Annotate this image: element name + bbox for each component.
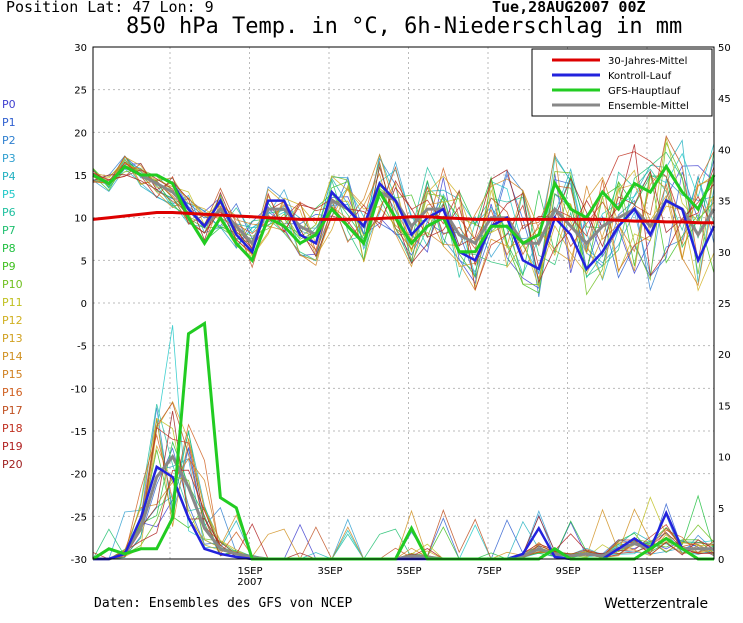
x-tick-label: 7SEP [476,566,501,577]
y-left-tick-label: -10 [71,384,87,395]
y-left-tick-label: -25 [71,512,87,523]
chart-title: 850 hPa Temp. in °C, 6h-Niederschlag in … [126,14,683,39]
y-right-tick-label: 20 [718,350,731,361]
legend: 30-Jahres-Mittel Kontroll-Lauf GFS-Hauptla… [531,48,713,117]
y-left-tick-label: -30 [71,555,87,566]
y-right-tick-label: 30 [718,248,731,259]
member-label-p1: P1 [2,116,16,129]
member-label-p14: P14 [2,350,23,363]
member-precip-line [93,458,715,560]
x-tick-label: 9SEP [555,566,580,577]
member-label-p4: P4 [2,170,16,183]
y-right-tick-label: 10 [718,453,731,464]
x-tick-sublabel: 2007 [237,577,262,588]
member-label-p8: P8 [2,242,16,255]
y-right-tick-label: 15 [718,401,731,412]
member-label-p19: P19 [2,440,23,453]
member-temp-line [92,144,715,284]
chart-grid [93,47,714,559]
x-tick-label: 5SEP [396,566,421,577]
y-left-tick-label: 10 [74,214,87,225]
y-right-tick-label: 45 [718,94,731,105]
run-date: Tue,28AUG2007 00Z [492,0,646,16]
member-label-p3: P3 [2,152,16,165]
member-precip-line [93,417,715,560]
member-label-p18: P18 [2,422,23,435]
y-right-tick-label: 25 [718,299,731,310]
member-temp-line [92,151,715,272]
member-temp-line [92,155,715,280]
y-right-tick-label: 0 [718,555,724,566]
y-left-tick-label: 20 [74,128,87,139]
climatology-temp-line [92,211,714,225]
member-precip-line [93,418,715,560]
member-label-p16: P16 [2,386,23,399]
member-temp-line [92,163,715,289]
member-label-p17: P17 [2,404,23,417]
member-label-p9: P9 [2,260,16,273]
member-temp-line [92,143,715,276]
ensemble-mean-precip-line [93,453,714,561]
legend-label: Kontroll-Lauf [608,71,672,82]
member-precip-line [92,419,715,560]
legend-label: Ensemble-Mittel [608,101,689,112]
member-label-p6: P6 [2,206,16,219]
member-label-p5: P5 [2,188,16,201]
x-tick-label: 3SEP [317,566,342,577]
gfs-temp-line [92,163,716,264]
x-tick-label: 11SEP [632,566,663,577]
y-left-tick-label: -20 [71,470,87,481]
y-left-tick-label: -15 [71,427,87,438]
member-label-p10: P10 [2,278,23,291]
brand-label: Wetterzentrale [604,596,709,612]
legend-label: 30-Jahres-Mittel [608,56,687,67]
y-left-tick-label: -5 [77,342,87,353]
y-left-tick-label: 30 [74,43,87,54]
plot-frame [92,46,715,560]
position-label: Position Lat: 47 Lon: 9 [6,0,214,16]
member-temp-line [92,161,715,292]
legend-label: GFS-Hauptlauf [608,86,681,97]
chart-axes: 302520151050-5-10-15-20-25-3050454035302… [71,43,731,588]
member-label-p13: P13 [2,332,23,345]
y-left-tick-label: 5 [81,256,87,267]
data-source: Daten: Ensembles des GFS von NCEP [94,596,353,611]
y-left-tick-label: 25 [74,86,87,97]
member-list: P0 P1 P2 P3 P4 P5 P6 P7 P8 P9 P10 P11 P12 P13 P14 P15 P1… [2,96,42,474]
member-label-p11: P11 [2,296,23,309]
y-right-tick-label: 40 [718,145,731,156]
x-tick-label: 1SEP [237,566,262,577]
y-left-tick-label: 15 [74,171,87,182]
member-label-p12: P12 [2,314,23,327]
member-label-p7: P7 [2,224,16,237]
y-left-tick-label: 0 [81,299,87,310]
member-label-p20: P20 [2,458,23,471]
member-temp-line [92,155,715,297]
member-label-p15: P15 [2,368,23,381]
member-temp-line [92,161,715,294]
member-precip-line [93,423,715,560]
y-right-tick-label: 35 [718,197,731,208]
member-temp-line [92,163,715,292]
member-label-p0: P0 [2,98,16,111]
y-right-tick-label: 50 [718,43,731,54]
member-label-p2: P2 [2,134,16,147]
y-right-tick-label: 5 [718,504,724,515]
